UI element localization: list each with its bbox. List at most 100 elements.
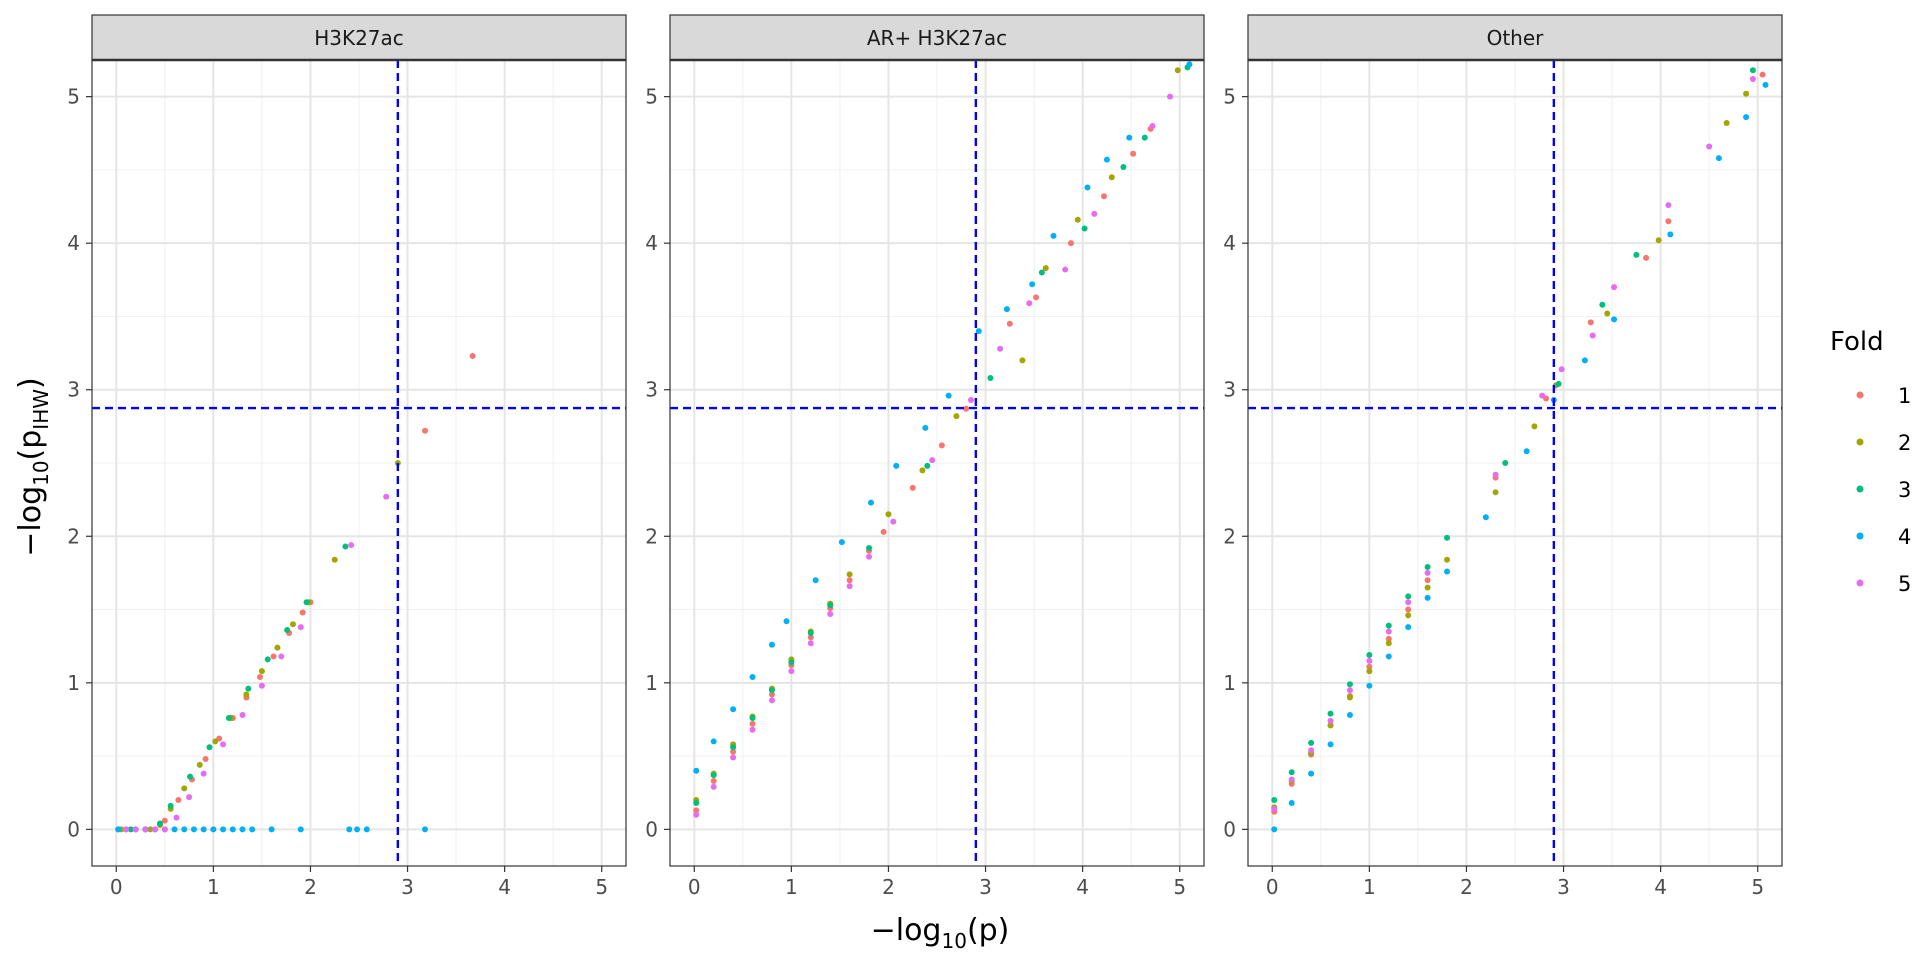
x-tick-label: 0 [688, 875, 701, 899]
series-fold-4 [1271, 81, 1769, 833]
data-point [258, 682, 265, 689]
data-point [278, 653, 285, 660]
data-point [997, 345, 1004, 352]
y-axis-title: −log10(pIHW) [13, 377, 53, 557]
data-point [1424, 584, 1431, 591]
data-point [1424, 594, 1431, 601]
data-point [1587, 319, 1594, 326]
data-point [1288, 769, 1295, 776]
data-point [1424, 569, 1431, 576]
legend-entry: 3 [1856, 478, 1911, 502]
y-tick-label: 3 [1223, 378, 1236, 402]
x-tick-label: 5 [595, 875, 608, 899]
data-point [827, 602, 834, 609]
data-point [1444, 556, 1451, 563]
data-point [693, 767, 700, 774]
data-point [1366, 668, 1373, 675]
data-point [1271, 797, 1278, 804]
legend-title: Fold [1830, 327, 1884, 357]
y-tick-label: 1 [645, 671, 658, 695]
data-point [127, 826, 134, 833]
y-tick-label: 4 [645, 231, 658, 255]
data-point [1581, 357, 1588, 364]
data-point [1042, 265, 1049, 272]
data-point [132, 826, 139, 833]
legend-entry: 2 [1856, 431, 1911, 455]
data-point [1019, 357, 1026, 364]
facet-strip [1247, 14, 1783, 61]
data-point [730, 748, 737, 755]
data-point [1558, 366, 1565, 373]
data-point [186, 794, 193, 801]
data-point [1611, 316, 1618, 323]
legend-label: 2 [1898, 431, 1911, 455]
data-point [346, 826, 353, 833]
data-point [122, 826, 129, 833]
data-point [1492, 471, 1499, 478]
data-point [953, 413, 960, 420]
data-point [1141, 134, 1148, 141]
y-tick-label: 0 [1223, 817, 1236, 841]
data-point [1174, 67, 1181, 74]
facet-panel: AR+ H3K27ac 0 1 2 3 4 5 0 1 2 3 4 5 [645, 14, 1205, 899]
data-point [693, 799, 700, 806]
data-point [196, 761, 203, 768]
data-point [1308, 747, 1315, 754]
data-point [1288, 776, 1295, 783]
data-point [846, 571, 853, 578]
data-point [383, 493, 390, 500]
data-point [909, 484, 916, 491]
data-point [1492, 489, 1499, 496]
facet-panel: Other 0 1 2 3 4 5 0 1 2 3 4 5 [1223, 14, 1783, 899]
data-point [987, 375, 994, 382]
data-point [175, 797, 182, 804]
y-tick-label: 3 [67, 378, 80, 402]
data-point [212, 738, 219, 745]
data-point [893, 462, 900, 469]
data-point [1074, 216, 1081, 223]
x-tick-label: 3 [979, 875, 992, 899]
x-tick-label: 4 [1654, 875, 1667, 899]
data-point [1405, 606, 1412, 613]
data-point [1385, 653, 1392, 660]
data-point [846, 583, 853, 590]
x-tick-label: 4 [498, 875, 511, 899]
data-point [1026, 300, 1033, 307]
legend-entry: 5 [1856, 572, 1911, 596]
data-point [807, 640, 814, 647]
data-point [710, 772, 717, 779]
data-point [1762, 81, 1769, 88]
data-point [1555, 380, 1562, 387]
data-point [422, 427, 429, 434]
data-point [1589, 332, 1596, 339]
facet-strip-label: AR+ H3K27ac [867, 26, 1007, 50]
data-point [1523, 448, 1530, 455]
data-point [1444, 568, 1451, 575]
data-point [1366, 651, 1373, 658]
data-point [1062, 266, 1069, 273]
data-point [289, 621, 296, 628]
data-point [270, 653, 277, 660]
x-tick-label: 1 [207, 875, 220, 899]
data-point [1706, 143, 1713, 150]
data-point [749, 673, 756, 680]
data-point [161, 826, 168, 833]
data-point [1366, 663, 1373, 670]
data-point [768, 697, 775, 704]
data-point [1385, 622, 1392, 629]
data-point [1531, 423, 1538, 430]
data-point [331, 556, 338, 563]
y-tick-label: 5 [67, 85, 80, 109]
data-point [1308, 739, 1315, 746]
y-tick-label: 3 [645, 378, 658, 402]
data-point [181, 785, 188, 792]
data-point [1665, 202, 1672, 209]
data-point [919, 467, 926, 474]
data-point [1655, 237, 1662, 244]
x-tick-label: 0 [1266, 875, 1279, 899]
data-point [1050, 232, 1057, 239]
data-point [693, 807, 700, 814]
data-point [1759, 71, 1766, 78]
data-point [354, 826, 361, 833]
